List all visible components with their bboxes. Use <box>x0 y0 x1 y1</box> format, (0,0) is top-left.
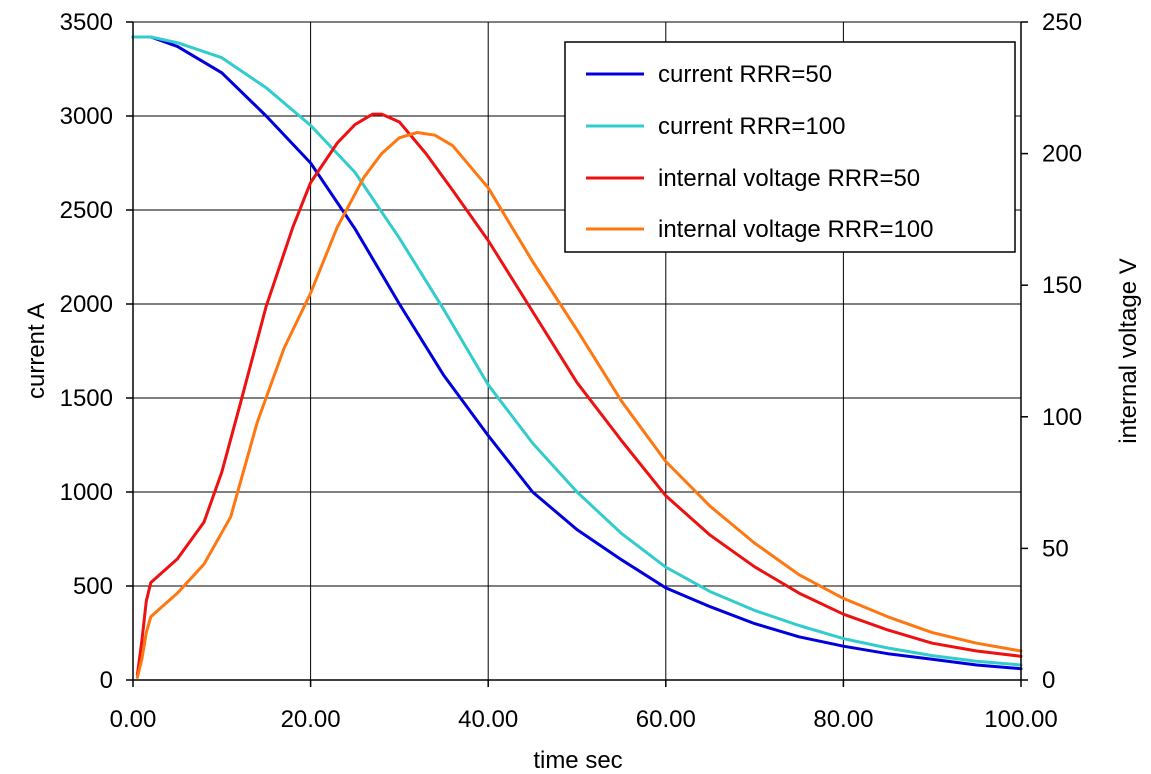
y2-axis-title: internal voltage V <box>1115 258 1142 443</box>
tick-labels: 0 500 1000 1500 2000 2500 3000 3500 0 50 100 150 200… <box>60 9 1082 733</box>
y2-tick-label-0: 0 <box>1042 667 1055 694</box>
legend-label-3: internal voltage RRR=100 <box>658 216 934 243</box>
y2-tick-label-4: 200 <box>1042 141 1082 168</box>
x-axis-title: time sec <box>533 747 622 774</box>
x-tick-label-3: 60.00 <box>636 706 696 733</box>
x-tick-label-2: 40.00 <box>458 706 518 733</box>
y-tick-label-7: 3500 <box>60 9 113 36</box>
y-tick-label-2: 1000 <box>60 479 113 506</box>
y2-tick-label-5: 250 <box>1042 9 1082 36</box>
series-line-0 <box>131 35 1023 671</box>
y2-tick-label-3: 150 <box>1042 272 1082 299</box>
x-tick-label-1: 20.00 <box>281 706 341 733</box>
x-tick-label-4: 80.00 <box>813 706 873 733</box>
y-tick-label-6: 3000 <box>60 103 113 130</box>
legend: current RRR=50 current RRR=100 internal … <box>564 41 1016 253</box>
axes <box>126 21 1028 687</box>
legend-label-2: internal voltage RRR=50 <box>658 165 920 192</box>
y-tick-label-3: 1500 <box>60 385 113 412</box>
series-layer <box>131 35 1023 679</box>
y2-tick-label-1: 50 <box>1042 535 1069 562</box>
x-tick-label-0: 0.00 <box>110 706 157 733</box>
legend-box <box>564 41 1016 253</box>
y-tick-label-5: 2500 <box>60 197 113 224</box>
y-tick-label-0: 0 <box>100 667 113 694</box>
series-line-2 <box>135 112 1023 677</box>
x-tick-label-5: 100.00 <box>984 706 1057 733</box>
y-tick-label-1: 500 <box>73 573 113 600</box>
series-line-3 <box>135 131 1023 679</box>
series-line-1 <box>131 35 1023 667</box>
y-axis-title: current A <box>23 303 50 399</box>
y-tick-label-4: 2000 <box>60 291 113 318</box>
legend-label-1: current RRR=100 <box>658 113 845 140</box>
y2-tick-label-2: 100 <box>1042 404 1082 431</box>
legend-label-0: current RRR=50 <box>658 61 832 88</box>
